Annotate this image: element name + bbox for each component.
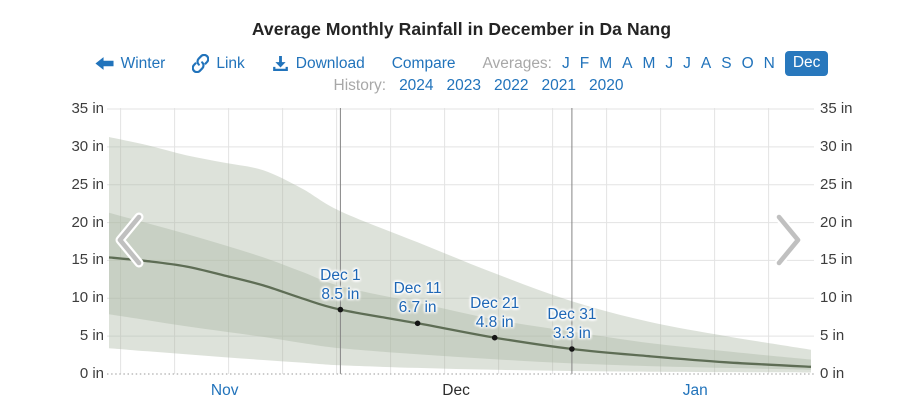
- chevron-right-icon: [770, 212, 806, 268]
- link-button[interactable]: Link: [192, 54, 245, 73]
- averages-label: Averages:: [482, 54, 552, 72]
- previous-month-button[interactable]: [112, 212, 148, 268]
- y-axis-label-left: 35 in: [71, 100, 104, 117]
- compare-button[interactable]: Compare: [392, 55, 456, 73]
- chevron-left-icon: [112, 212, 148, 268]
- history-year-link[interactable]: 2023: [446, 77, 482, 94]
- y-axis-label-left: 25 in: [71, 175, 104, 193]
- history-year-link[interactable]: 2021: [541, 77, 576, 94]
- y-axis-label-right: 0 in: [820, 365, 845, 382]
- download-button[interactable]: Download: [272, 55, 365, 73]
- back-button-label: Winter: [120, 54, 166, 72]
- y-axis-label-right: 5 in: [820, 327, 845, 345]
- page-title: Average Monthly Rainfall in December in …: [251, 19, 672, 39]
- selected-month-badge[interactable]: Dec: [784, 51, 829, 76]
- averages-month-link[interactable]: J: [665, 54, 674, 72]
- y-axis-label-right: 35 in: [820, 100, 853, 117]
- y-axis-label-right: 20 in: [820, 213, 853, 231]
- history-row: History: 2024 2023 2022 2021 2020: [17, 77, 923, 95]
- averages-month-link[interactable]: M: [599, 54, 613, 72]
- averages-month-link[interactable]: J: [562, 54, 570, 72]
- history-label: History:: [333, 77, 387, 94]
- toolbar: Winter Link Download Compare: [0, 51, 923, 76]
- y-axis-label-right: 15 in: [820, 251, 853, 269]
- back-arrow-icon: [95, 56, 114, 71]
- next-month-button[interactable]: [770, 212, 806, 268]
- averages-month-link[interactable]: F: [579, 54, 590, 72]
- data-point-label: Dec 21 4.8 in: [470, 294, 520, 331]
- y-axis-label-right: 10 in: [820, 289, 853, 307]
- y-axis-label-right: 30 in: [820, 137, 853, 155]
- history-year-link[interactable]: 2022: [494, 77, 529, 94]
- data-point-label: Dec 31 3.3 in: [547, 306, 597, 342]
- y-axis-label-left: 5 in: [79, 327, 104, 345]
- download-icon: [272, 55, 289, 72]
- compare-button-label: Compare: [391, 54, 456, 72]
- y-axis-label-left: 30 in: [71, 137, 104, 155]
- x-axis-month-nov[interactable]: Nov: [210, 382, 239, 399]
- y-axis-label-left: 15 in: [71, 251, 104, 269]
- averages-month-link[interactable]: J: [683, 54, 691, 72]
- y-axis-label-left: 0 in: [79, 365, 104, 382]
- x-axis-month-jan[interactable]: Jan: [682, 382, 708, 399]
- history-year-links: 2024 2023 2022 2021 2020: [399, 77, 623, 95]
- download-button-label: Download: [295, 54, 365, 72]
- averages-month-link[interactable]: M: [642, 54, 656, 72]
- y-axis-label-left: 20 in: [71, 213, 104, 231]
- data-point-label: Dec 1 8.5 in: [320, 266, 361, 303]
- y-axis-label-left: 10 in: [71, 289, 104, 307]
- history-year-link[interactable]: 2024: [399, 77, 434, 94]
- data-point-label: Dec 11 6.7 in: [393, 280, 442, 317]
- y-axis-label-right: 25 in: [820, 175, 853, 193]
- averages-month-link[interactable]: N: [763, 54, 775, 72]
- x-axis-month-dec: Dec: [442, 382, 470, 399]
- link-icon: [192, 54, 210, 73]
- link-button-label: Link: [216, 54, 245, 72]
- back-to-winter-button[interactable]: Winter: [95, 54, 166, 73]
- averages-month-link[interactable]: A: [700, 54, 712, 72]
- history-year-link[interactable]: 2020: [589, 77, 624, 94]
- averages-month-link[interactable]: A: [622, 54, 633, 72]
- averages-month-link[interactable]: O: [741, 54, 754, 72]
- averages-month-link[interactable]: S: [721, 54, 732, 72]
